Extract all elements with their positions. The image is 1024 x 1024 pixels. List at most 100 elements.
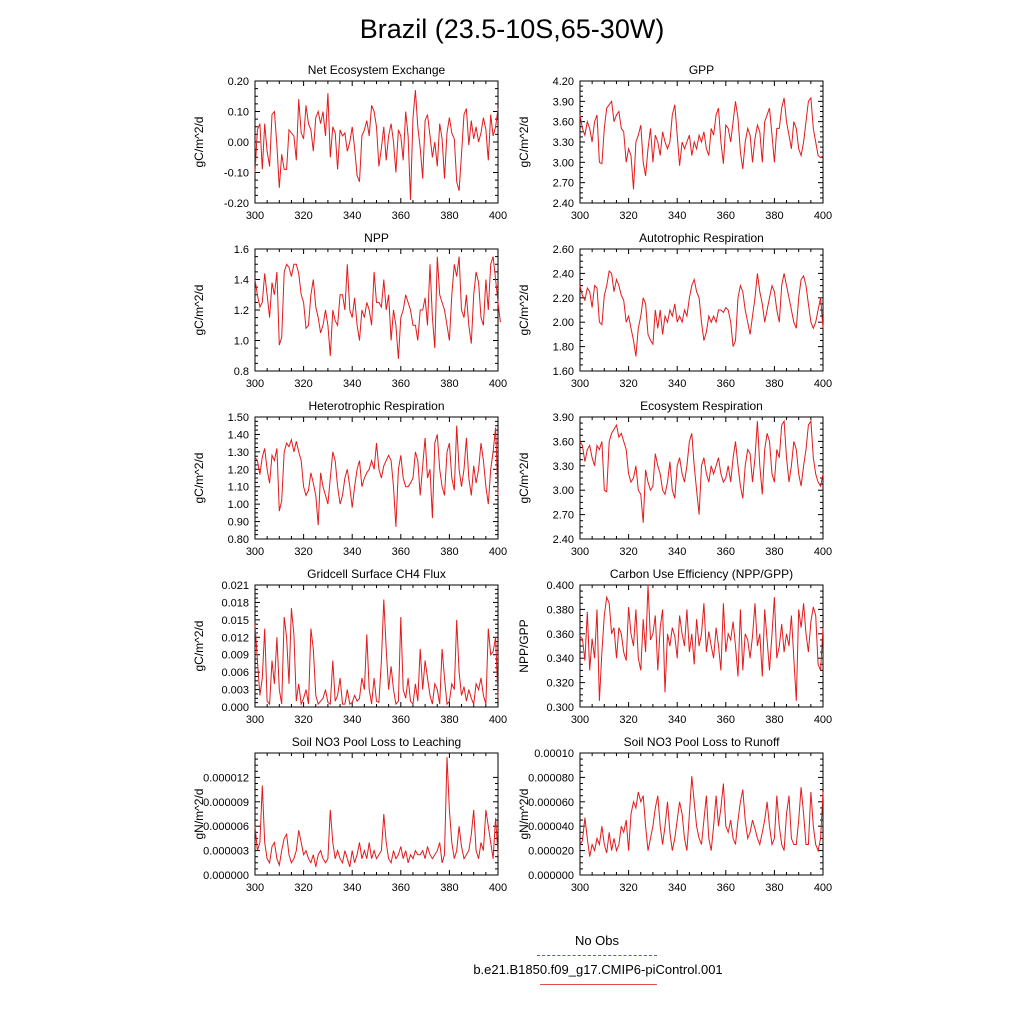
panel-1-ytick-label: 0.20 <box>228 76 249 88</box>
panel-6-ytick-label: 2.40 <box>553 534 574 546</box>
panel-3-xtick-label: 320 <box>294 378 312 390</box>
panel-4-xtick-label: 300 <box>571 378 589 390</box>
panel-3-title: NPP <box>364 231 389 245</box>
panel-2-xtick-label: 300 <box>571 210 589 222</box>
panel-7-frame <box>254 584 499 708</box>
panel-8: Carbon Use Efficiency (NPP/GPP) NPP/GPP 30… <box>517 567 832 726</box>
panel-4-ytick-label: 2.40 <box>553 268 574 280</box>
panel-10-title: Soil NO3 Pool Loss to Runoff <box>624 735 781 749</box>
panel-6: Ecosystem Respiration gC/m^2/d 300 320 340 36… <box>517 399 832 558</box>
panel-2-xtick-label: 360 <box>717 210 735 222</box>
panel-10-xtick-label: 340 <box>668 882 686 894</box>
panel-5-xtick-label: 320 <box>294 546 312 558</box>
panel-1-title: Net Ecosystem Exchange <box>308 63 446 77</box>
panel-3-ytick-label: 1.2 <box>234 305 249 317</box>
panel-4-xtick-label: 400 <box>814 378 832 390</box>
panel-9: Soil NO3 Pool Loss to Leaching gN/m^2/d 30… <box>192 735 507 894</box>
panel-1-xtick-label: 400 <box>489 210 507 222</box>
panel-8-ytick-label: 0.400 <box>546 580 574 592</box>
panel-8-ytick-label: 0.380 <box>546 604 574 616</box>
panel-2-xtick-label: 400 <box>814 210 832 222</box>
panel-7-xtick-label: 320 <box>294 714 312 726</box>
panel-6-ytick-label: 3.30 <box>553 461 574 473</box>
panel-5-ytick-label: 1.00 <box>228 499 249 511</box>
legend-model-label: b.e21.B1850.f09_g17.CMIP6-piControl.001 <box>473 962 723 977</box>
panel-9-ytick-label: 0.000000 <box>203 870 249 882</box>
panel-8-xtick-label: 400 <box>814 714 832 726</box>
panel-2-ytick-label: 3.60 <box>553 117 574 129</box>
panel-6-ytick-label: 3.90 <box>553 412 574 424</box>
panel-4-series-line <box>579 269 824 357</box>
panel-3-xtick-label: 340 <box>343 378 361 390</box>
panel-6-frame <box>579 416 824 540</box>
panel-8-xtick-label: 360 <box>717 714 735 726</box>
panel-3-ytick-label: 1.4 <box>234 275 249 287</box>
legend-obs-line <box>537 955 657 956</box>
panel-10-xtick-label: 320 <box>619 882 637 894</box>
panel-7-series-line <box>254 599 499 707</box>
panel-5-ylabel: gC/m^2/d <box>192 453 206 504</box>
panel-4-ytick-label: 2.00 <box>553 317 574 329</box>
panel-2-title: GPP <box>689 63 714 77</box>
panel-6-xtick-label: 340 <box>668 546 686 558</box>
panel-10-ytick-label: 0.000040 <box>528 821 574 833</box>
panel-3-ytick-label: 1.0 <box>234 336 249 348</box>
panel-10-ytick-label: 0.000060 <box>528 797 574 809</box>
panel-9-ytick-label: 0.000012 <box>203 772 249 784</box>
panel-7-xtick-label: 360 <box>392 714 410 726</box>
panel-1-ytick-label: -0.20 <box>224 198 249 210</box>
panel-5-xtick-label: 340 <box>343 546 361 558</box>
panel-3-xtick-label: 300 <box>246 378 264 390</box>
panel-4-ylabel: gC/m^2/d <box>517 285 531 336</box>
panel-3-xtick-label: 360 <box>392 378 410 390</box>
panel-5-ytick-label: 1.30 <box>228 447 249 459</box>
panel-1-ylabel: gC/m^2/d <box>192 117 206 168</box>
panel-1-ytick-label: 0.10 <box>228 107 249 119</box>
panel-2-ytick-label: 3.00 <box>553 157 574 169</box>
panel-10-ytick-label: 0.00010 <box>534 748 574 760</box>
panel-6-xtick-label: 360 <box>717 546 735 558</box>
panel-7-xtick-label: 300 <box>246 714 264 726</box>
panel-1-xtick-label: 320 <box>294 210 312 222</box>
panel-6-ytick-label: 3.00 <box>553 485 574 497</box>
panel-7-ytick-label: 0.021 <box>221 580 249 592</box>
panel-10-xtick-label: 400 <box>814 882 832 894</box>
panel-9-xtick-label: 300 <box>246 882 264 894</box>
panel-2-ytick-label: 3.90 <box>553 96 574 108</box>
panel-7-xtick-label: 340 <box>343 714 361 726</box>
panel-6-series-line <box>579 419 824 523</box>
panel-7: Gridcell Surface CH4 Flux gC/m^2/d 300 320 3… <box>192 567 507 726</box>
panel-10-ytick-label: 0.000020 <box>528 846 574 858</box>
panel-9-frame <box>254 752 499 876</box>
panel-5-ytick-label: 1.20 <box>228 464 249 476</box>
panel-10-xtick-label: 300 <box>571 882 589 894</box>
panel-6-ytick-label: 3.60 <box>553 436 574 448</box>
panel-8-xtick-label: 300 <box>571 714 589 726</box>
panel-1-xtick-label: 360 <box>392 210 410 222</box>
panel-5-xtick-label: 380 <box>440 546 458 558</box>
panel-1-frame <box>254 80 499 204</box>
panel-9-ylabel: gN/m^2/d <box>192 789 206 840</box>
panel-10-xtick-label: 380 <box>765 882 783 894</box>
panel-10-xtick-label: 360 <box>717 882 735 894</box>
panel-7-ytick-label: 0.006 <box>221 667 249 679</box>
panel-8-xtick-label: 380 <box>765 714 783 726</box>
panel-2-ylabel: gC/m^2/d <box>517 117 531 168</box>
panel-2: GPP gC/m^2/d 300 320 340 360 380 400 2.40 2.70 3.0… <box>517 63 832 222</box>
panel-6-ylabel: gC/m^2/d <box>517 453 531 504</box>
panel-4-xtick-label: 320 <box>619 378 637 390</box>
panel-9-xtick-label: 400 <box>489 882 507 894</box>
panel-7-title: Gridcell Surface CH4 Flux <box>307 567 446 581</box>
panel-8-ylabel: NPP/GPP <box>517 619 531 672</box>
panel-5-title: Heterotrophic Respiration <box>308 399 444 413</box>
panel-5-ytick-label: 0.80 <box>228 534 249 546</box>
panel-6-xtick-label: 400 <box>814 546 832 558</box>
panel-7-xtick-label: 400 <box>489 714 507 726</box>
panel-10-ytick-label: 0.000080 <box>528 772 574 784</box>
panel-5-ytick-label: 1.10 <box>228 482 249 494</box>
panel-3: NPP gC/m^2/d 300 320 340 360 380 400 0.8 1.0 1.2 1.… <box>192 231 507 390</box>
panel-5-series-line <box>254 425 499 527</box>
panel-7-ytick-label: 0.003 <box>221 685 249 697</box>
panel-2-xtick-label: 340 <box>668 210 686 222</box>
panel-6-xtick-label: 380 <box>765 546 783 558</box>
